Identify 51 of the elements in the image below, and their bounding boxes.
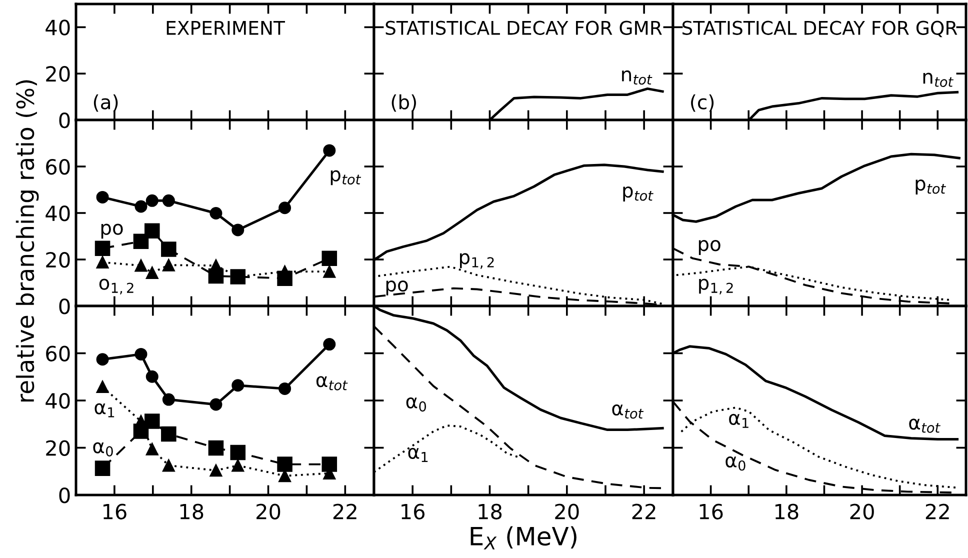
series-label: po [101, 224, 123, 239]
x-tick-label: 18 [478, 504, 502, 520]
y-tick-label: 40 [46, 20, 70, 36]
y-tick-label: 0 [59, 487, 70, 504]
y-tick-label: 0 [59, 298, 70, 314]
series-label: α$_{0}$ [406, 397, 426, 412]
x-tick-label: 20 [555, 504, 579, 520]
series-label: α$_{0}$ [93, 442, 113, 456]
legend-label: n$_{tot}$ [923, 72, 954, 87]
y-tick-label: 40 [46, 205, 70, 222]
x-tick-label: 16 [103, 504, 126, 520]
series-label: p$_{tot}$ [916, 180, 946, 194]
legend-label: α$_{tot}$ [612, 404, 644, 419]
text: STATISTICAL DECAY FOR GMR [386, 20, 662, 35]
x-tick-label: 16 [700, 504, 723, 520]
x-tick-label: 22 [632, 504, 656, 520]
y-tick-label: 0 [59, 112, 70, 128]
y-axis-title: relative branching ratio (%) [16, 80, 39, 402]
legend-label: p$_{tot}$ [330, 170, 362, 186]
x-tick-label: 22 [926, 504, 949, 520]
x-tick-label: 22 [333, 504, 356, 520]
annotation: (c) [691, 94, 714, 112]
series-label: α$_{0}$ [726, 456, 746, 471]
y-tick-label: 40 [46, 392, 70, 409]
x-tick-label: 18 [775, 504, 798, 520]
series-label: α$_{1}$ [729, 414, 748, 428]
x-tick-label: 18 [180, 504, 204, 520]
series-label: po [386, 280, 408, 296]
series-label: α$_{tot}$ [909, 418, 940, 433]
y-tick-label: 20 [46, 252, 70, 268]
series-label: α$_{1}$ [408, 448, 428, 462]
x-tick-label: 16 [402, 504, 425, 520]
series-label: p$_{1,2}$ [699, 278, 733, 294]
y-tick-label: 20 [46, 440, 70, 456]
y-tick-label: 60 [46, 158, 70, 175]
x-axis-title: E$_{X}$ (MeV) [470, 526, 576, 550]
series-label: o$_{1,2}$ [99, 278, 134, 294]
text: EXPERIMENT [166, 21, 286, 35]
x-tick-label: 20 [850, 504, 874, 520]
x-tick-label: 20 [256, 504, 280, 520]
text: STATISTICAL DECAY FOR GQR [682, 20, 958, 38]
legend-label: n$_{tot}$ [622, 70, 652, 85]
series-label: p$_{1,2}$ [460, 253, 494, 269]
series-label: α$_{tot}$ [316, 376, 348, 390]
y-tick-label: 20 [46, 66, 70, 82]
annotation: (a) [94, 94, 118, 112]
y-tick-label: 60 [46, 346, 70, 362]
series-label: α$_{1}$ [94, 403, 114, 418]
annotation: (b) [392, 94, 416, 112]
series-label: p$_{tot}$ [623, 186, 654, 202]
series-label: po [698, 240, 720, 255]
